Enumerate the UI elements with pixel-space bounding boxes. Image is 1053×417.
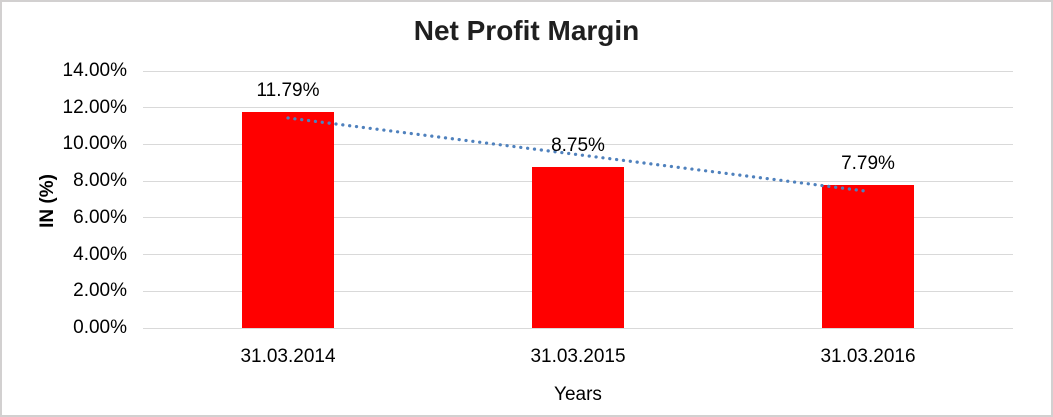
x-axis-category-label: 31.03.2014	[240, 346, 336, 367]
bar	[822, 184, 914, 328]
y-axis-tick-label: 14.00%	[62, 60, 127, 81]
x-axis-category-label: 31.03.2016	[820, 346, 916, 367]
y-axis-tick-label: 10.00%	[62, 133, 127, 155]
x-axis-category-label: 31.03.2015	[530, 346, 626, 367]
gridline	[143, 327, 1013, 329]
trendline	[286, 116, 870, 193]
gridline	[143, 107, 1013, 109]
data-label: 11.79%	[256, 79, 320, 101]
gridline	[143, 70, 1013, 72]
bar	[532, 167, 624, 328]
chart-title: Net Profit Margin	[413, 15, 640, 46]
y-axis-tick-label: 12.00%	[62, 96, 127, 118]
y-axis-tick-label: 8.00%	[73, 170, 127, 192]
data-label: 7.79%	[841, 152, 895, 174]
y-axis-tick-label: 2.00%	[73, 280, 127, 302]
y-axis-tick-label: 0.00%	[73, 317, 127, 338]
bar	[242, 111, 334, 328]
data-label: 8.75%	[551, 135, 605, 157]
y-axis-tick-label: 6.00%	[73, 206, 127, 228]
y-axis-tick-label: 4.00%	[73, 243, 127, 265]
x-axis-title: Years	[554, 384, 602, 405]
gridline	[143, 143, 1013, 145]
trendline-segment	[286, 116, 870, 193]
